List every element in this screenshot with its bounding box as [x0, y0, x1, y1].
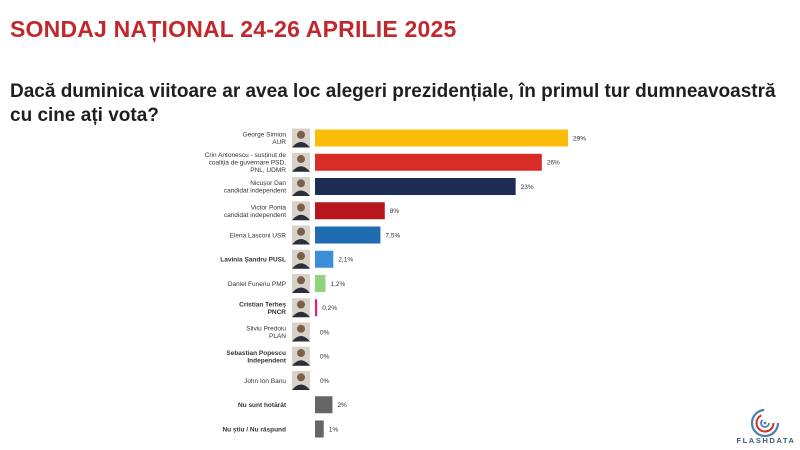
candidate-photo-body — [292, 287, 310, 293]
candidate-photo-head — [297, 227, 305, 236]
value-label: 0% — [320, 378, 330, 385]
candidate-label: Daniel Funeriu PMP — [228, 281, 286, 288]
bar — [315, 153, 542, 171]
bar — [315, 129, 568, 147]
candidate-photo-body — [292, 336, 310, 342]
value-label: 8% — [390, 208, 400, 215]
candidate-photo-head — [297, 276, 305, 285]
candidate-label: Nu știu / Nu răspund — [222, 426, 286, 433]
candidate-photo-head — [297, 349, 305, 358]
value-label: 23% — [521, 184, 534, 191]
candidate-label: candidat independent — [224, 188, 286, 195]
bar — [315, 275, 326, 292]
candidate-label: candidat independent — [224, 212, 286, 219]
bar — [315, 299, 318, 317]
value-label: 26% — [547, 160, 560, 167]
candidate-photo-head — [297, 300, 305, 309]
bar — [315, 396, 333, 414]
survey-question: Dacă duminica viitoare ar avea loc alege… — [10, 81, 776, 126]
candidate-photo-head — [297, 179, 305, 188]
value-label: 7,5% — [385, 232, 400, 239]
bar — [315, 250, 334, 268]
candidate-label: AUR — [272, 139, 286, 146]
candidate-photo-body — [292, 142, 310, 148]
value-label: 2% — [337, 402, 347, 409]
candidate-label: Victor Ponta — [251, 204, 287, 211]
bar — [315, 178, 516, 195]
candidate-label: Silviu Predoiu — [246, 326, 286, 333]
candidate-label: PNL, UDMR — [250, 167, 286, 174]
survey-title: SONDAJ NAȚIONAL 24-26 APRILIE 2025 — [10, 16, 457, 42]
value-label: 2,1% — [338, 257, 353, 264]
candidate-label: John Ion Banu — [244, 378, 286, 385]
value-label: 1% — [329, 426, 339, 433]
candidate-photo-body — [292, 311, 310, 318]
candidate-photo-head — [297, 373, 305, 382]
candidate-photo-body — [292, 360, 310, 366]
candidate-label: coaliția de guvernare PSD, — [209, 160, 287, 167]
candidate-label: PLAN — [269, 333, 286, 340]
candidate-photo-head — [297, 130, 305, 139]
candidate-label: Independent — [247, 357, 286, 364]
value-label: 0% — [320, 354, 330, 361]
candidate-photo-head — [297, 252, 305, 261]
candidate-photo-body — [292, 263, 310, 269]
value-label: 29% — [573, 135, 586, 142]
candidate-label: Nu sunt hotărât — [238, 402, 287, 409]
bar — [315, 420, 324, 438]
candidate-label: PNCR — [268, 309, 287, 316]
candidate-photo-head — [297, 155, 305, 164]
candidate-label: Nicușor Dan — [250, 180, 286, 187]
candidate-label: Lavinia Șandru PUSL — [220, 257, 286, 264]
candidate-photo-body — [292, 214, 310, 221]
candidate-label: Elena Lasconi USR — [230, 232, 287, 239]
value-label: 1,2% — [330, 281, 345, 288]
candidate-photo-head — [297, 324, 305, 333]
bar — [315, 226, 381, 244]
value-label: 0,2% — [322, 305, 337, 312]
candidate-photo-body — [292, 239, 310, 245]
candidate-label: George Simion — [243, 132, 287, 139]
flashdata-logo-icon — [750, 408, 780, 438]
candidate-photo-head — [297, 203, 305, 212]
candidate-label: Sebastian Popescu — [226, 350, 286, 357]
candidate-photo-body — [292, 190, 310, 196]
candidate-label: Cristian Terheș — [239, 301, 286, 308]
candidate-photo-body — [292, 384, 310, 390]
value-label: 0% — [320, 329, 330, 336]
candidate-photo-body — [292, 166, 310, 172]
brand-name: FLASHDATA — [736, 436, 796, 445]
candidate-label: Crin Antonescu - susținut de — [205, 152, 287, 159]
bar — [315, 202, 385, 220]
